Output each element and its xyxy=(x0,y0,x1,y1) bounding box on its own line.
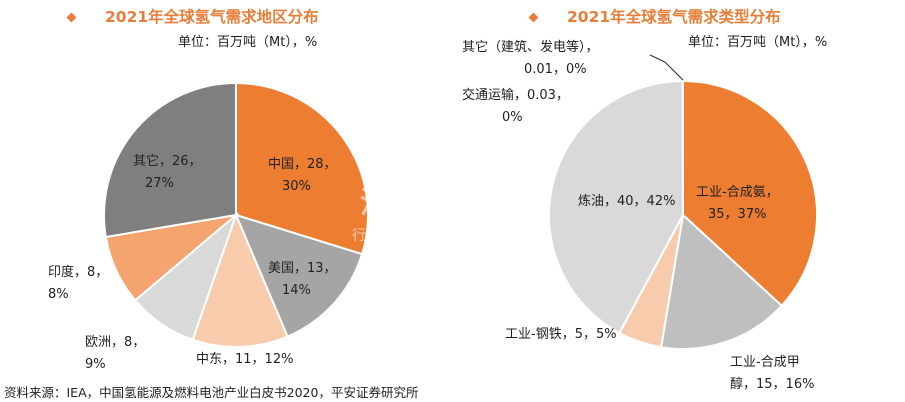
slice-label-region-4: 印度，8， 8% xyxy=(48,264,108,302)
slice-label-type-2: 工业-钢铁，5，5% xyxy=(505,327,617,342)
title-bullet-left xyxy=(66,12,77,23)
slice-label-type-3: 炼油，40，42% xyxy=(578,194,675,209)
pie-slice-type-0 xyxy=(682,79,818,308)
slice-label-type-0: 工业-合成氨， 35，37% xyxy=(696,185,779,222)
chart-title-right: 2021年全球氢气需求类型分布 xyxy=(567,7,781,26)
pie-slice-region-0 xyxy=(235,81,369,256)
chart-unit-left: 单位：百万吨（Mt），% xyxy=(178,35,317,50)
slice-label-type-5: 其它（建筑、发电等）， 0.01，0% xyxy=(462,39,599,77)
watermark-sub: 行业报告 IPOIPO.CN xyxy=(352,228,484,244)
leader-line-other xyxy=(649,54,684,81)
slice-label-region-0: 中国，28， 30% xyxy=(268,157,337,194)
slice-label-type-1: 工业-合成甲醇，15，16% xyxy=(730,355,814,392)
pie-slice-region-5 xyxy=(103,81,237,239)
slice-label-type-4: 交通运输，0.03， 0% xyxy=(462,87,569,125)
slice-label-region-1: 美国，13， 14% xyxy=(268,261,337,298)
slice-label-region-5: 其它，26， 27% xyxy=(133,153,202,191)
pie-chart-region xyxy=(103,81,369,348)
chart-title-left: 2021年全球氢气需求地区分布 xyxy=(105,7,319,26)
pie-slice-region-1 xyxy=(234,213,364,338)
pie-chart-type xyxy=(548,79,818,350)
watermark-main: 洞见 并购家 xyxy=(360,186,520,221)
pie-labels-region: 中国，28， 30% 美国，13， 14% 中东，11，12% 欧洲，8， 9% 印度，8， 8… xyxy=(48,153,337,372)
pie-slice-type-3 xyxy=(548,79,685,335)
pie-labels-type: 工业-合成氨， 35，37% 工业-合成甲醇，15，16% 工业-钢铁，5，5% 炼油，… xyxy=(462,39,814,392)
slice-label-region-2: 中东，11，12% xyxy=(196,352,293,367)
slice-label-region-3: 欧洲，8， 9% xyxy=(85,335,145,372)
pie-slice-region-2 xyxy=(191,212,289,348)
title-bullet-right xyxy=(528,12,539,23)
source-note: 资料来源：IEA，中国氢能源及燃料电池产业白皮书2020，平安证券研究所 xyxy=(4,385,418,400)
pie-slice-type-1 xyxy=(659,213,784,350)
chart-unit-right: 单位：百万吨（Mt），% xyxy=(688,35,827,50)
